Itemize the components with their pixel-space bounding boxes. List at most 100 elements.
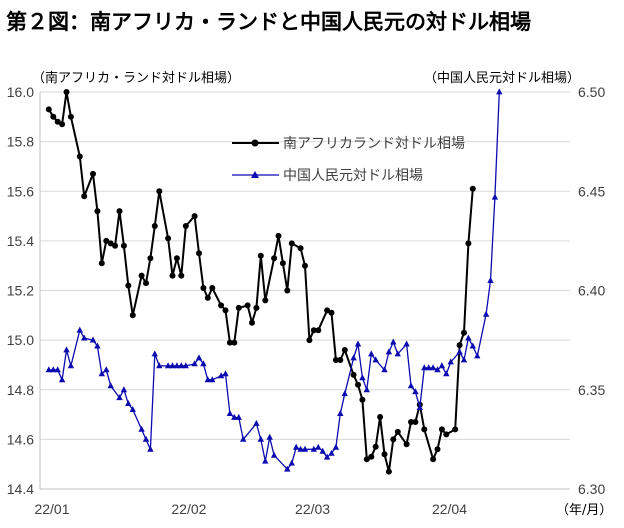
legend-item-zar: 南アフリカランド対ドル相場 [232,136,465,152]
cny-point [319,447,326,454]
cny-point [116,394,123,401]
zar-point [461,329,467,336]
cny-point [107,382,114,389]
cny-point [253,419,260,426]
cny-point [434,366,441,373]
zar-point [196,250,202,257]
cny-point [217,372,225,379]
cny-point [469,342,476,349]
zar-point [377,414,384,420]
cny-point [173,362,181,369]
zar-point [218,302,225,309]
cny-point [50,366,57,373]
cny-point [323,453,331,460]
cny-point [368,350,375,357]
right-tick-label: 6.45 [578,183,605,199]
left-tick-label: 16.0 [7,84,34,100]
zar-point [385,468,392,475]
cny-point [262,457,269,464]
right-axis-label: （中国人民元対ドル相場） [424,71,580,86]
left-tick-label: 14.8 [7,382,34,398]
cny-point [204,376,211,383]
zar-point [200,285,207,291]
cny-point [195,354,203,361]
zar-point [151,223,158,229]
zar-point [226,339,233,346]
zar-point [310,327,317,334]
zar-point [116,208,123,215]
cny-point [460,356,468,363]
zar-point [381,451,388,458]
left-tick-label: 14.6 [7,431,34,447]
legend-marker-zar [251,139,259,147]
zar-point [288,240,295,247]
zar-point [191,213,198,220]
legend: 南アフリカランド対ドル相場 中国人民元対ドル相場 [232,136,465,184]
legend-item-cny: 中国人民元対ドル相場 [232,168,423,184]
cny-point [421,364,428,371]
zar-point [244,302,251,309]
cny-point [496,88,503,95]
right-axis-ticks: 6.30 6.35 6.40 6.45 6.50 [578,84,605,497]
cny-point [129,406,136,412]
cny-point [354,340,362,347]
zar-point [306,337,313,344]
cny-point [403,340,410,347]
left-tick-label: 15.6 [7,183,34,199]
zar-point [253,304,260,311]
cny-point [151,350,158,357]
zar-point [456,342,463,349]
legend-label-cny: 中国人民元対ドル相場 [283,168,423,184]
x-tick-label: 22/01 [34,501,69,517]
zar-point [332,357,339,363]
cny-point [284,465,291,472]
cny-point [443,370,450,377]
zar-point [262,297,269,304]
zar-point [372,443,379,450]
cny-point [425,364,432,371]
zar-point [469,185,476,192]
cny-point [125,400,132,406]
cny-point [491,193,499,200]
cny-point [235,413,242,420]
cny-point [103,366,110,373]
cny-point [270,451,278,458]
zar-point [204,294,211,301]
zar-point [222,307,229,314]
cny-point [288,459,295,466]
zar-point [156,188,163,195]
cny-point [328,449,335,456]
zar-point [363,456,370,463]
zar-point [408,419,414,425]
cny-point [222,370,229,377]
zar-point [279,260,286,267]
zar-point [76,153,83,160]
left-tick-label: 15.4 [7,233,34,249]
cny-point [372,356,379,363]
zar-point [169,272,176,279]
zar-point [350,371,357,378]
zar-point [98,260,105,267]
x-unit-label: （年/月） [556,503,612,518]
cny-point [81,334,88,341]
zar-point [103,237,110,244]
zar-point [452,426,459,433]
zar-point [257,252,264,259]
zar-point [81,193,88,200]
cny-point [381,366,388,373]
zar-point [59,121,66,128]
cny-point [169,362,176,369]
cny-point [89,336,97,343]
cny-point [447,358,454,365]
zar-point [182,223,189,229]
cny-point [76,326,83,333]
zar-point [67,113,74,120]
zar-point [302,262,308,269]
cny-point [293,443,300,450]
zar-point [112,242,119,249]
cny-point [231,413,238,420]
zar-point [324,307,331,314]
x-tick-label: 22/02 [171,501,206,517]
chart-title: 第２図：南アフリカ・ランドと中国人民元の対ドル相場 [6,10,531,34]
